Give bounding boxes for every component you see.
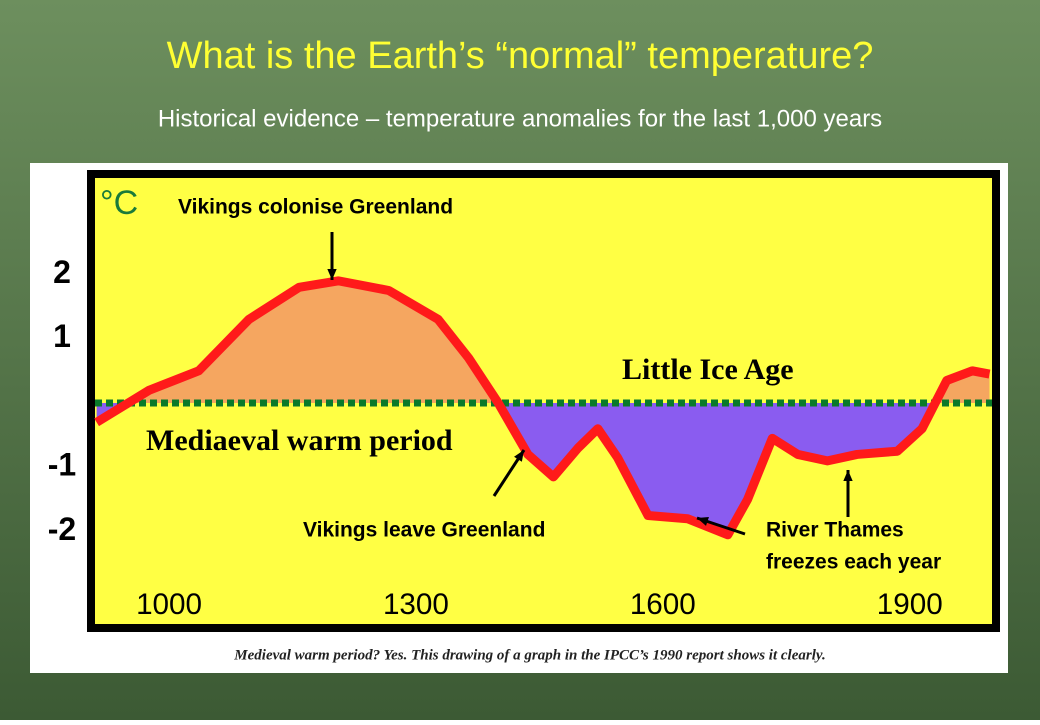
- arrow-head: [327, 268, 337, 280]
- temperature-line: [94, 276, 991, 540]
- y-tick-label: 2: [53, 254, 71, 290]
- arrow-head: [843, 470, 853, 482]
- warm-area: [96, 280, 990, 403]
- y-tick-label: 1: [53, 318, 71, 354]
- y-tick-label: -2: [48, 511, 76, 547]
- slide-title: What is the Earth’s “normal” temperature…: [167, 35, 874, 77]
- y-axis-label: °C: [100, 184, 138, 222]
- arrow-head: [697, 517, 709, 526]
- annotation: Vikings colonise Greenland: [178, 196, 453, 219]
- annotation: Vikings leave Greenland: [303, 519, 545, 542]
- annotation: Mediaeval warm period: [146, 424, 453, 457]
- x-tick-label: 1300: [383, 588, 449, 621]
- x-tick-label: 1900: [877, 588, 943, 621]
- arrow-head: [514, 450, 524, 462]
- caption: Medieval warm period? Yes. This drawing …: [233, 647, 825, 663]
- annotation: Little Ice Age: [622, 353, 794, 386]
- annotation: River Thames: [766, 519, 904, 542]
- slide-subtitle: Historical evidence – temperature anomal…: [158, 105, 882, 132]
- x-tick-label: 1000: [136, 588, 202, 621]
- y-tick-label: -1: [48, 447, 76, 483]
- x-tick-label: 1600: [630, 588, 696, 621]
- annotation: freezes each year: [766, 551, 941, 574]
- cold-area: [96, 403, 990, 535]
